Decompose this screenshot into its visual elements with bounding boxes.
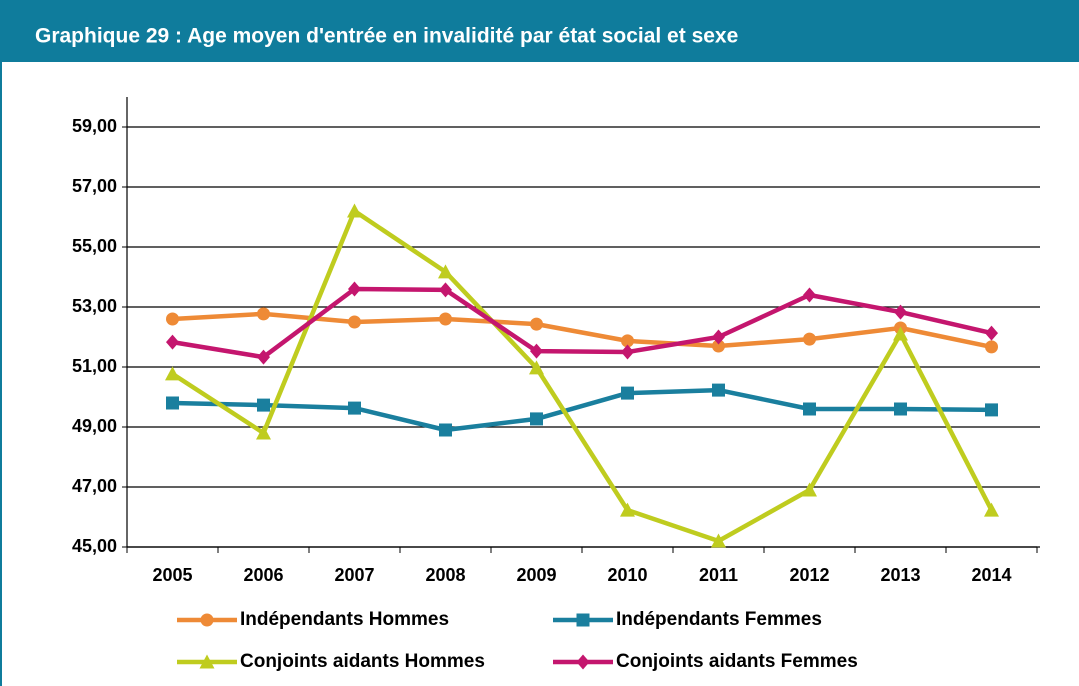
y-tick-label: 53,00 <box>72 296 117 316</box>
x-tick-label: 2010 <box>607 565 647 585</box>
data-point <box>530 317 543 331</box>
x-tick-label: 2014 <box>971 565 1011 585</box>
data-point <box>439 312 452 326</box>
data-point <box>621 334 634 348</box>
data-point <box>621 344 634 360</box>
data-point <box>894 304 907 320</box>
data-point <box>712 383 725 397</box>
data-point <box>439 282 452 298</box>
data-point <box>803 332 816 346</box>
x-tick-label: 2006 <box>243 565 283 585</box>
data-point <box>621 386 634 400</box>
y-tick-label: 59,00 <box>72 116 117 136</box>
data-point <box>166 334 179 350</box>
series-line <box>172 286 993 360</box>
x-tick-label: 2009 <box>516 565 556 585</box>
data-point <box>985 340 998 354</box>
legend-label: Conjoints aidants Femmes <box>616 651 858 672</box>
series-line <box>171 208 994 544</box>
data-point <box>347 203 362 218</box>
data-point <box>257 349 270 365</box>
legend-label: Indépendants Hommes <box>240 609 449 630</box>
legend-label: Conjoints aidants Hommes <box>240 651 485 672</box>
x-tick-label: 2005 <box>152 565 192 585</box>
x-tick-label: 2012 <box>789 565 829 585</box>
data-point <box>712 329 725 345</box>
data-point <box>803 287 816 303</box>
data-point <box>256 425 271 440</box>
data-point <box>530 412 543 426</box>
y-tick-label: 49,00 <box>72 416 117 436</box>
y-tick-label: 57,00 <box>72 176 117 196</box>
data-point <box>529 360 544 375</box>
data-point <box>711 533 726 548</box>
x-tick-label: 2008 <box>425 565 465 585</box>
legend-label: Indépendants Femmes <box>616 609 822 630</box>
series-line <box>172 311 992 350</box>
data-point <box>893 326 908 341</box>
x-tick-label: 2013 <box>880 565 920 585</box>
y-tick-label: 51,00 <box>72 356 117 376</box>
data-point <box>165 366 180 381</box>
data-point <box>984 502 999 517</box>
series-line <box>172 387 992 433</box>
data-point <box>620 502 635 517</box>
data-point <box>257 307 270 321</box>
data-point <box>257 398 270 412</box>
data-point <box>348 401 361 415</box>
header-bar <box>0 0 1079 62</box>
y-tick-label: 45,00 <box>72 536 117 556</box>
data-point <box>166 312 179 326</box>
legend-marker <box>199 654 215 669</box>
data-point <box>985 325 998 341</box>
data-point <box>894 402 907 416</box>
y-tick-label: 47,00 <box>72 476 117 496</box>
legend-marker <box>200 613 214 627</box>
data-point <box>348 281 361 297</box>
data-point <box>439 423 452 437</box>
legend-marker <box>576 613 590 627</box>
y-tick-label: 55,00 <box>72 236 117 256</box>
data-point <box>438 264 453 279</box>
data-point <box>985 403 998 417</box>
data-point <box>530 343 543 359</box>
data-point <box>712 339 725 353</box>
legend-marker <box>576 654 590 670</box>
x-tick-label: 2011 <box>699 565 738 585</box>
x-tick-label: 2007 <box>334 565 374 585</box>
data-point <box>166 396 179 410</box>
data-point <box>802 482 817 497</box>
data-point <box>803 402 816 416</box>
data-point <box>348 315 361 329</box>
chart-title: Graphique 29 : Age moyen d'entrée en inv… <box>35 25 738 48</box>
